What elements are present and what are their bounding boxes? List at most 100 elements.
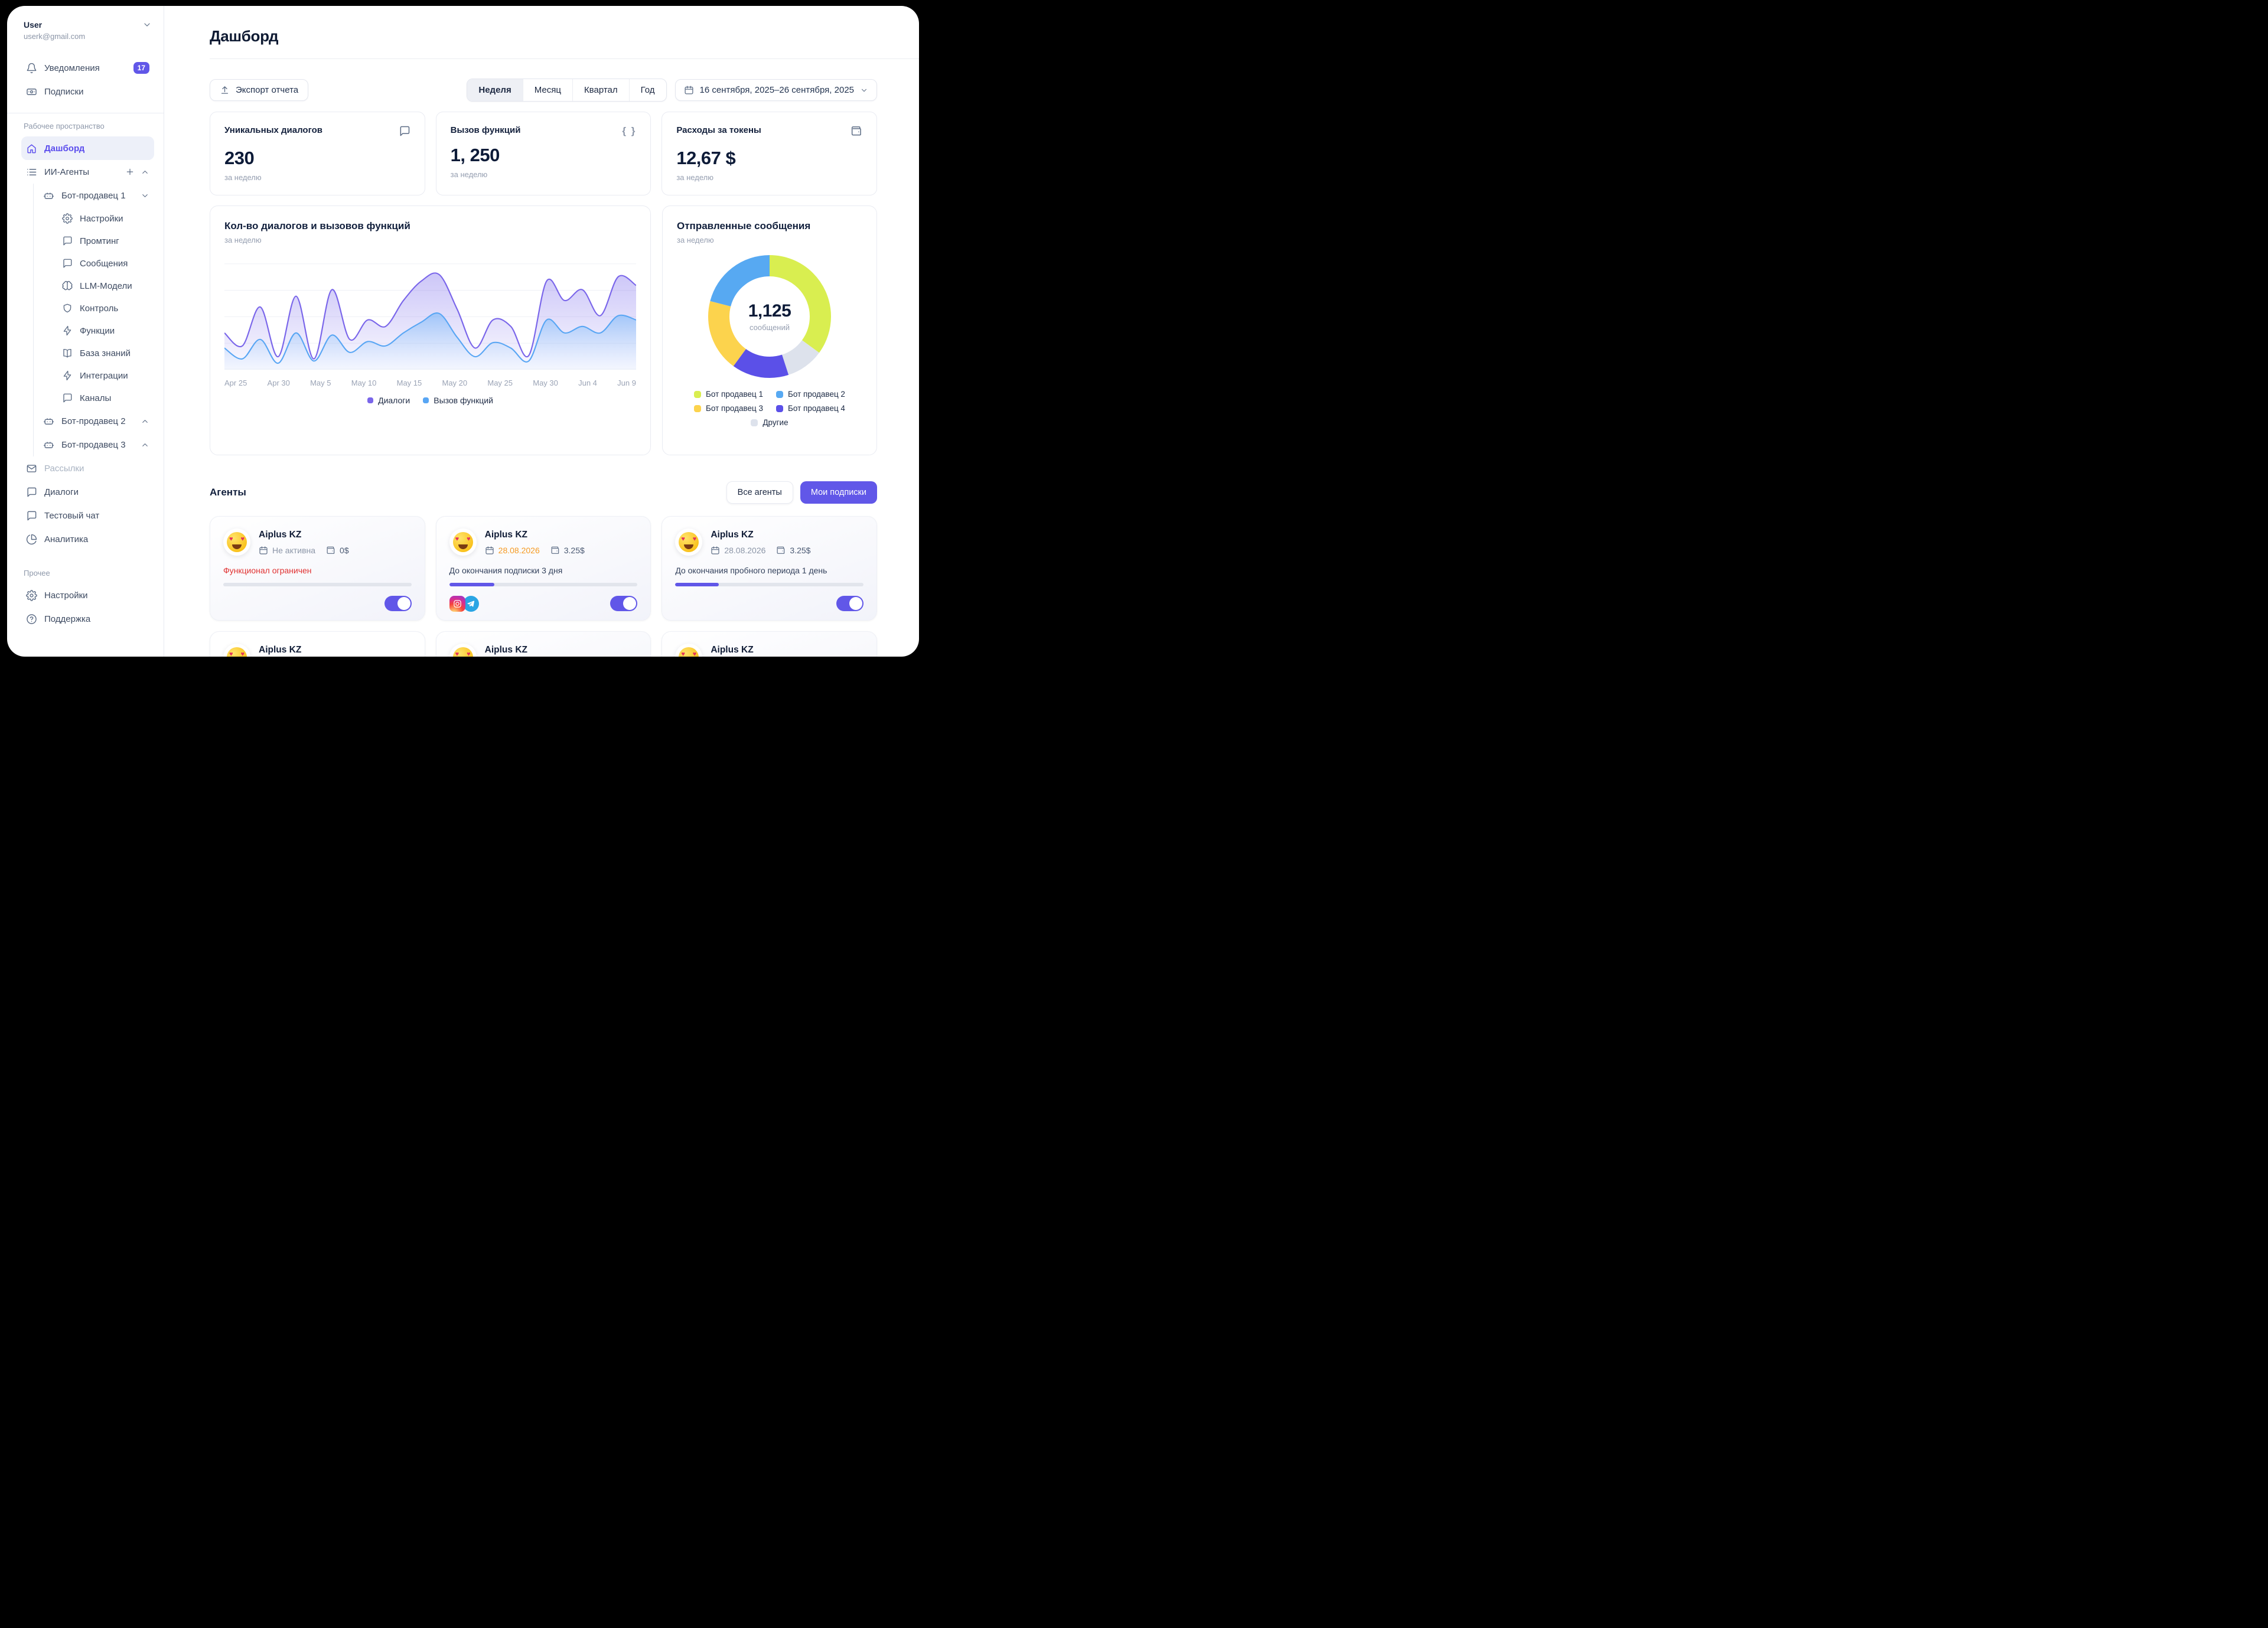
chevron-down-icon[interactable]: [142, 20, 152, 32]
stat-value: 1, 250: [450, 145, 500, 165]
sidebar-item-support[interactable]: Поддержка: [21, 607, 154, 631]
chevron-down-icon[interactable]: [141, 191, 149, 200]
controls-row: Экспорт отчета Неделя Месяц Квартал Год …: [210, 79, 877, 102]
brain-icon: [62, 280, 73, 291]
sidebar-item-dashboard[interactable]: Дашборд: [21, 136, 154, 160]
sidebar-item-bot1-llm-models[interactable]: LLM-Модели: [34, 275, 154, 297]
bell-icon: [27, 63, 37, 73]
plus-icon[interactable]: [125, 167, 135, 177]
date-range-value: 16 сентября, 2025–26 сентября, 2025: [699, 85, 854, 95]
zap-icon: [63, 370, 71, 381]
heart-eyes-emoji: ♥ ♥: [679, 532, 699, 552]
workspace-section-label: Рабочее пространство: [24, 122, 105, 130]
chevron-up-icon[interactable]: [141, 168, 149, 177]
date-range-picker[interactable]: 16 сентября, 2025–26 сентября, 2025: [674, 79, 877, 101]
chat-icon: [399, 125, 410, 140]
sidebar-item-ai-agents[interactable]: ИИ-Агенты: [21, 160, 154, 184]
instagram-icon[interactable]: [449, 595, 465, 612]
donut-chart-card: Отправленные сообщения за неделю 1,125 с…: [662, 205, 877, 455]
sidebar-item-subscriptions[interactable]: Подписки: [21, 80, 154, 103]
tab-quarter[interactable]: Квартал: [572, 79, 629, 101]
sidebar-item-bot1-control[interactable]: Контроль: [34, 297, 154, 319]
sidebar-item-notifications[interactable]: Уведомления 17: [21, 56, 154, 80]
sidebar-item-bot1-prompting[interactable]: Промтинг: [34, 230, 154, 252]
sidebar-item-bot2[interactable]: Бот-продавец 2: [34, 409, 154, 433]
stat-caption: за неделю: [676, 173, 713, 182]
heart-eyes-emoji: ♥ ♥: [452, 532, 473, 552]
chevron-up-icon[interactable]: [141, 417, 149, 426]
sidebar-item-label: Настройки: [44, 590, 88, 601]
agent-name: Aiplus KZ: [484, 530, 527, 540]
tab-month[interactable]: Месяц: [522, 79, 572, 101]
tab-year[interactable]: Год: [628, 79, 666, 101]
misc-section-label: Прочее: [24, 569, 50, 578]
sidebar-item-bot1-messages[interactable]: Сообщения: [34, 252, 154, 275]
agent-card: ♥ ♥ Aiplus KZ Не активна 0$ Функционал ог…: [210, 516, 425, 621]
chevron-down-icon: [861, 89, 867, 92]
donut-center-value: 1,125: [748, 301, 791, 321]
sidebar-item-mailing[interactable]: Рассылки: [21, 456, 154, 480]
sidebar-item-label: Бот-продавец 1: [61, 190, 126, 201]
agent-name: Aiplus KZ: [259, 645, 302, 655]
telegram-icon[interactable]: [462, 595, 479, 612]
agents-section-title: Агенты: [210, 487, 246, 498]
chevron-up-icon[interactable]: [141, 441, 149, 449]
sidebar-item-label: Промтинг: [80, 236, 119, 246]
chat-icon: [27, 511, 37, 520]
sidebar-item-label: Поддержка: [44, 614, 91, 624]
area-chart[interactable]: [224, 254, 637, 370]
sidebar-item-bot1-knowledge-base[interactable]: База знаний: [34, 342, 154, 364]
agent-enabled-toggle[interactable]: [610, 596, 638, 611]
legend-swatch: [367, 397, 374, 403]
sidebar-item-label: Настройки: [80, 213, 123, 224]
agent-status-date: 28.08.2026: [498, 546, 540, 555]
export-report-button[interactable]: Экспорт отчета: [210, 79, 309, 101]
sidebar-item-settings[interactable]: Настройки: [21, 583, 154, 607]
book-icon: [63, 348, 71, 358]
agent-card: ♥♥ Aiplus KZ 28.08.2026 3.25$: [435, 631, 651, 657]
sidebar-item-label: Тестовый чат: [44, 510, 100, 521]
all-agents-button[interactable]: Все агенты: [726, 481, 793, 504]
sidebar-item-analytics[interactable]: Аналитика: [21, 527, 154, 551]
heart-eyes-emoji: ♥ ♥: [227, 647, 247, 657]
x-axis-ticks: Apr 25 Apr 30 May 5 May 10 May 15 May 20 Ma…: [224, 379, 636, 387]
sidebar-item-label: Контроль: [80, 303, 119, 314]
agent-note: До окончания пробного периода 1 день: [675, 566, 827, 575]
header-divider: [210, 58, 919, 59]
tab-week[interactable]: Неделя: [467, 79, 523, 101]
agent-amount: 3.25$: [563, 546, 585, 555]
stat-caption: за неделю: [450, 170, 488, 179]
card-icon: [27, 88, 37, 95]
sidebar-item-bot1-channels[interactable]: Каналы: [34, 387, 154, 409]
chart-title: Кол-во диалогов и вызовов функций: [224, 220, 410, 231]
agent-enabled-toggle[interactable]: [384, 596, 412, 611]
stat-card-token-costs: Расходы за токены 12,67 $ за неделю: [662, 112, 877, 195]
donut-chart[interactable]: [706, 253, 833, 380]
sidebar-item-bot3[interactable]: Бот-продавец 3: [34, 433, 154, 456]
sidebar-item-bot1[interactable]: Бот-продавец 1: [34, 184, 154, 207]
agent-progress-bar: [223, 583, 412, 586]
my-subscriptions-button[interactable]: Мои подписки: [800, 481, 877, 504]
agent-card: ♥ ♥ Aiplus KZ 28.08.2026 3.25$ До окончан…: [435, 516, 651, 621]
wallet-icon: [777, 546, 785, 554]
sidebar-item-label: База знаний: [80, 348, 131, 358]
chart-subtitle: за неделю: [677, 236, 714, 244]
sidebar-item-label: Интеграции: [80, 370, 128, 381]
agents-tree: Бот-продавец 1 Настройки Промтинг Сообще…: [33, 184, 154, 456]
stat-card-unique-dialogs: Уникальных диалогов 230 за неделю: [210, 112, 425, 195]
calendar-icon: [259, 546, 268, 554]
account-switcher[interactable]: User userk@gmail.com: [21, 20, 154, 41]
sidebar-item-bot1-integrations[interactable]: Интеграции: [34, 364, 154, 387]
sidebar-item-bot1-settings[interactable]: Настройки: [34, 207, 154, 230]
screen-frame: User userk@gmail.com Уведомления 17 Подп…: [0, 0, 926, 665]
app-window: User userk@gmail.com Уведомления 17 Подп…: [7, 6, 919, 657]
sidebar-item-bot1-functions[interactable]: Функции: [34, 319, 154, 342]
agent-enabled-toggle[interactable]: [836, 596, 863, 611]
sidebar-item-label: Рассылки: [44, 463, 84, 474]
pie-chart-icon: [26, 534, 37, 544]
sidebar-item-test-chat[interactable]: Тестовый чат: [21, 504, 154, 527]
sidebar-item-dialogs[interactable]: Диалоги: [21, 480, 154, 504]
stat-value: 230: [224, 148, 255, 168]
chat-icon: [27, 487, 37, 497]
agent-card: ♥♥ Aiplus KZ 28.08.2025 0.0$: [662, 631, 877, 657]
